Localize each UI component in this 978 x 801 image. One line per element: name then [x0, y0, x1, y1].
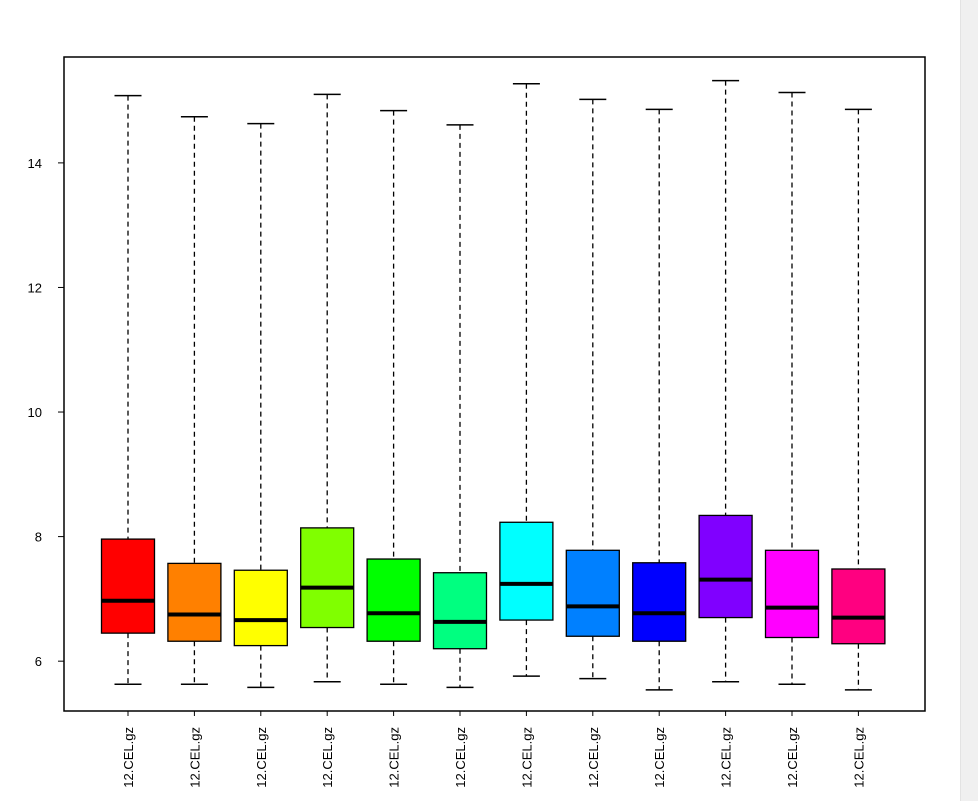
iqr-box — [432, 572, 488, 650]
box-8 — [565, 98, 620, 680]
box-7 — [499, 83, 554, 677]
x-category-label: 12.CEL.gz — [254, 727, 269, 788]
iqr-box — [167, 562, 222, 642]
x-category-label: 12.CEL.gz — [851, 727, 866, 788]
box-9 — [632, 108, 687, 691]
y-tick-label: 10 — [28, 405, 42, 420]
y-tick-label: 12 — [28, 280, 42, 295]
iqr-box — [698, 514, 753, 619]
x-category-label: 12.CEL.gz — [586, 727, 601, 788]
iqr-box — [499, 521, 554, 621]
y-tick-label: 8 — [35, 530, 42, 545]
box-6 — [432, 124, 488, 689]
box-1 — [100, 94, 156, 685]
iqr-box — [565, 549, 620, 637]
box-4 — [300, 93, 355, 683]
box-5 — [366, 109, 421, 685]
iqr-box — [233, 569, 288, 647]
iqr-box — [764, 549, 820, 639]
iqr-box — [100, 538, 156, 634]
x-category-label: 12.CEL.gz — [719, 727, 734, 788]
iqr-box — [831, 568, 886, 645]
boxes-layer — [100, 79, 886, 691]
iqr-box — [366, 558, 421, 642]
iqr-box — [632, 562, 687, 642]
x-category-label: 12.CEL.gz — [652, 727, 667, 788]
box-3 — [233, 122, 288, 689]
iqr-box — [300, 527, 355, 629]
box-10 — [698, 79, 753, 683]
x-category-label: 12.CEL.gz — [785, 727, 800, 788]
x-category-label: 12.CEL.gz — [519, 727, 534, 788]
x-category-label: 12.CEL.gz — [121, 727, 136, 788]
vertical-scrollbar[interactable] — [960, 0, 978, 801]
y-tick-label: 6 — [35, 654, 42, 669]
x-category-label: 12.CEL.gz — [453, 727, 468, 788]
y-tick-label: 14 — [28, 156, 42, 171]
y-axis: 6 8 10 12 14 — [28, 156, 65, 669]
box-12 — [831, 108, 886, 691]
x-category-label: 12.CEL.gz — [187, 727, 202, 788]
box-11 — [764, 91, 820, 685]
x-category-label: 12.CEL.gz — [320, 727, 335, 788]
box-2 — [167, 116, 222, 685]
x-category-label: 12.CEL.gz — [387, 727, 402, 788]
x-axis-labels: 12.CEL.gz 12.CEL.gz 12.CEL.gz 12.CEL.gz 12.C… — [121, 711, 866, 788]
